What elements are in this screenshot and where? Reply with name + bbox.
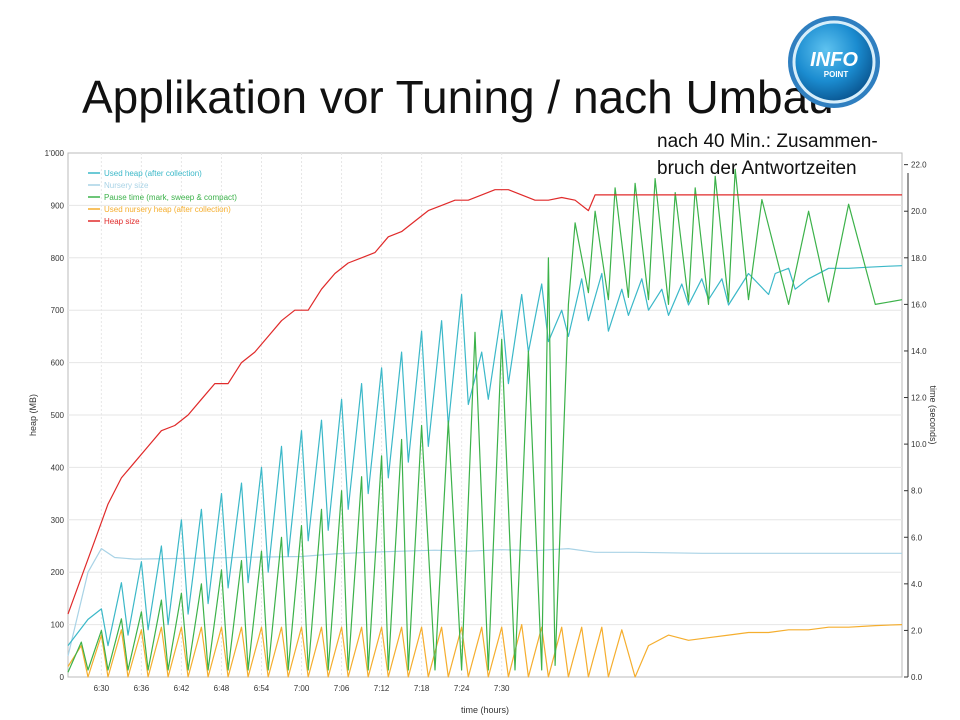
x-tick-label: 7:30 — [494, 684, 510, 693]
y-tick-label: 200 — [51, 568, 65, 577]
series-line-heap-size — [67, 189, 902, 615]
series-line-nursery — [67, 547, 902, 657]
x-tick-label: 7:00 — [294, 684, 310, 693]
x-tick-label: 6:42 — [174, 684, 190, 693]
y-tick-label: 1'000 — [45, 149, 65, 158]
y2-tick-label: 20.0 — [911, 207, 927, 216]
y2-axis-title: time (seconds) — [928, 385, 938, 444]
y-tick-label: 800 — [51, 254, 65, 263]
y2-tick-label: 0.0 — [911, 673, 923, 682]
x-tick-label: 6:30 — [94, 684, 110, 693]
x-tick-label: 7:12 — [374, 684, 390, 693]
x-tick-label: 7:06 — [334, 684, 350, 693]
y-tick-label: 500 — [51, 411, 65, 420]
x-tick-label: 6:48 — [214, 684, 230, 693]
series-line-pause — [67, 168, 903, 673]
y-tick-label: 100 — [51, 621, 65, 630]
y-tick-label: 400 — [51, 463, 65, 472]
series-line-used-heap — [67, 265, 903, 647]
y2-tick-label: 16.0 — [911, 300, 927, 309]
y2-tick-label: 8.0 — [911, 487, 923, 496]
y-tick-label: 0 — [60, 673, 65, 682]
logo-text-bottom: POINT — [824, 70, 849, 79]
annotation-line-2: bruch der Antwortzeiten — [657, 158, 857, 179]
legend-label-used-heap: Used heap (after collection) — [104, 169, 202, 178]
legend-label-heap-size: Heap size — [104, 217, 140, 226]
x-axis-title: time (hours) — [461, 705, 509, 715]
y-tick-label: 600 — [51, 359, 65, 368]
annotation-line-1: nach 40 Min.: Zusammen- — [657, 131, 878, 152]
y2-tick-label: 14.0 — [911, 347, 927, 356]
y2-tick-label: 2.0 — [911, 626, 923, 635]
slide-title: Applikation vor Tuning / nach Umbau — [82, 71, 834, 123]
y2-tick-label: 4.0 — [911, 580, 923, 589]
y-axis-title: heap (MB) — [28, 394, 38, 436]
legend-label-pause: Pause time (mark, sweep & compact) — [104, 193, 237, 202]
legend-label-nursery: Nursery size — [104, 181, 149, 190]
y2-tick-label: 22.0 — [911, 161, 927, 170]
x-tick-label: 7:24 — [454, 684, 470, 693]
y2-tick-label: 18.0 — [911, 254, 927, 263]
x-tick-label: 7:18 — [414, 684, 430, 693]
x-tick-label: 6:54 — [254, 684, 270, 693]
y-tick-label: 900 — [51, 201, 65, 210]
info-point-logo: INFO POINT — [788, 16, 880, 108]
y2-tick-label: 12.0 — [911, 394, 927, 403]
series-line-used-nursery — [67, 623, 903, 678]
x-tick-label: 6:36 — [134, 684, 150, 693]
y-tick-label: 300 — [51, 516, 65, 525]
annotation-text: nach 40 Min.: Zusammen- bruch der Antwor… — [657, 128, 947, 182]
y-tick-label: 700 — [51, 306, 65, 315]
legend-label-used-nursery: Used nursery heap (after collection) — [104, 205, 231, 214]
logo-text-top: INFO — [810, 49, 858, 71]
y2-tick-label: 6.0 — [911, 533, 923, 542]
y2-tick-label: 10.0 — [911, 440, 927, 449]
